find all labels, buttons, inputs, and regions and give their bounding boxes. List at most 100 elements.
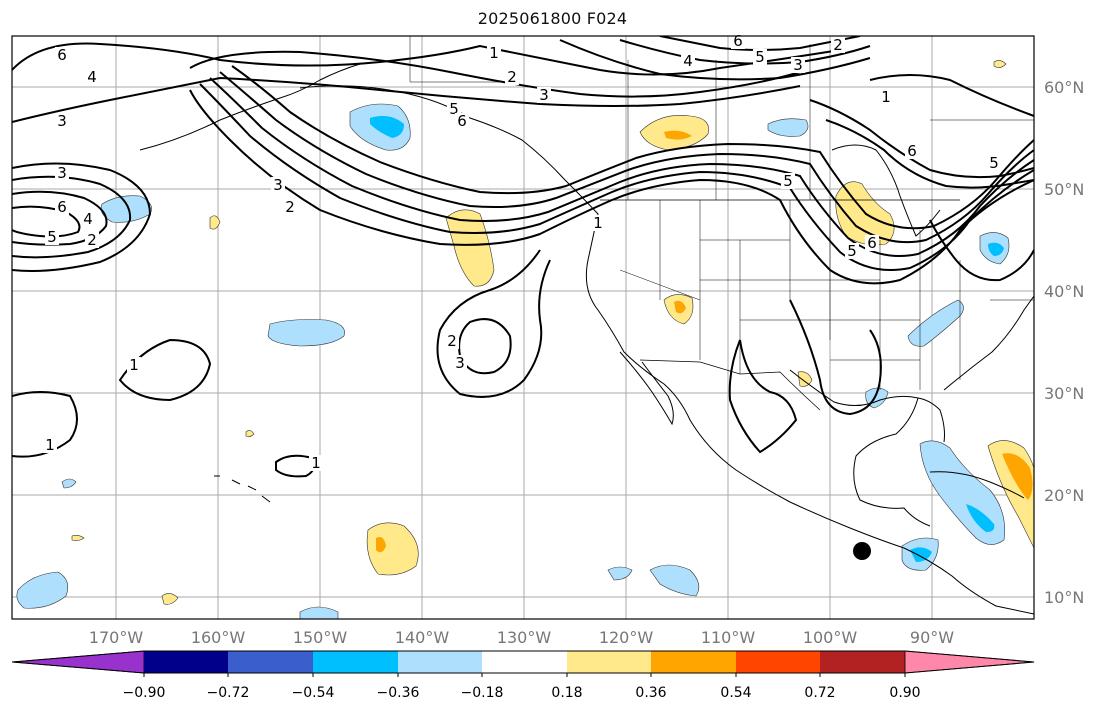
- contour-label-background: [271, 177, 285, 193]
- contour-label: 4: [83, 210, 93, 228]
- longitude-tick-label: 150°W: [293, 628, 348, 647]
- canada-province-boundaries: [409, 36, 1034, 200]
- contour-east-us-loop: [929, 219, 1034, 282]
- contour-label-background: [45, 229, 59, 245]
- contour-far-ne: [869, 74, 1034, 117]
- contour-label-background: [681, 53, 695, 69]
- contour-label: 2: [507, 68, 517, 86]
- anomaly-blob-pos-east-pacific-core: [376, 537, 386, 553]
- contour-northeast-6: [809, 99, 1034, 179]
- contour-label: 2: [87, 231, 97, 249]
- colorbar-tick-label: −0.72: [207, 685, 250, 701]
- colorbar-segment: [482, 651, 567, 673]
- us-mexico-border: [639, 359, 821, 411]
- figure-title: 2025061800 F024: [477, 9, 628, 28]
- latitude-tick-label: 10°N: [1044, 588, 1084, 607]
- colorbar-segment: [228, 651, 313, 673]
- contour-label-background: [55, 165, 69, 181]
- contour-label: 1: [45, 436, 55, 454]
- colorbar: [11, 650, 1035, 674]
- contour-label-background: [455, 113, 469, 129]
- colorbar-segment: [567, 651, 651, 673]
- anomaly-blob-pos-gulf-coast-core: [1002, 453, 1033, 500]
- anomaly-blob-pos-small-e: [71, 535, 85, 541]
- contour-closed-west: [118, 338, 212, 402]
- anomaly-blob-pos-small-a: [209, 215, 221, 230]
- contour-label-background: [791, 57, 805, 73]
- contour-label: 6: [733, 32, 743, 50]
- colorbar-tick-label: 0.54: [720, 685, 751, 701]
- contour-label-background: [731, 33, 745, 49]
- contour-label: 3: [57, 112, 67, 130]
- colorbar-extend-low: [11, 650, 145, 674]
- contour-small-loop: [275, 454, 315, 478]
- contour-cutoff-low-outer: [436, 249, 551, 398]
- contour-label: 5: [847, 242, 857, 260]
- latitude-tick-label: 60°N: [1044, 78, 1084, 97]
- contour-label-background: [987, 155, 1001, 171]
- contour-label: 5: [755, 48, 765, 66]
- longitude-tick-labels: 170°W 160°W 150°W 140°W 130°W 120°W 110°W 100°W…: [89, 628, 954, 647]
- anomaly-blob-neg-mid-pacific: [267, 319, 345, 347]
- contour-layer: [12, 36, 1034, 478]
- lat-lon-gridlines: [12, 36, 1034, 619]
- contour-label-background: [781, 173, 795, 189]
- contour-label: 5: [47, 228, 57, 246]
- contour-label: 5: [449, 100, 459, 118]
- contour-label-background: [85, 69, 99, 85]
- anomaly-blob-neg-bottom: [299, 606, 339, 619]
- contour-east-us: [789, 299, 882, 416]
- anomaly-blob-pos-texas: [797, 371, 813, 387]
- contour-jet-1: [189, 89, 1034, 285]
- contour-label-background: [505, 69, 519, 85]
- colorbar-segment: [651, 651, 736, 673]
- contour-label-background: [865, 235, 879, 251]
- colorbar-segment: [144, 651, 228, 673]
- anomaly-blob-neg-far-southwest: [16, 571, 69, 609]
- contour-label-background: [487, 45, 501, 61]
- coastline-baja: [619, 351, 674, 426]
- contour-label: 6: [457, 112, 467, 130]
- contour-label: 3: [539, 86, 549, 104]
- contour-label: 5: [989, 154, 999, 172]
- anomaly-blob-neg-central-america-core: [910, 547, 932, 562]
- colorbar-extend-high: [904, 650, 1035, 674]
- longitude-tick-label: 140°W: [395, 628, 450, 647]
- contour-label-background: [537, 87, 551, 103]
- contour-label-background: [283, 199, 297, 215]
- coastline-cuba: [929, 471, 1025, 499]
- contour-line-3-north: [12, 76, 801, 123]
- colorbar-segment: [820, 651, 905, 673]
- contour-label-background: [127, 357, 141, 373]
- contour-label: 5: [783, 172, 793, 190]
- colorbar-tick-label: −0.54: [292, 685, 335, 701]
- contour-label: 3: [455, 354, 465, 372]
- contour-label-background: [85, 232, 99, 248]
- contour-west-low-outer: [12, 162, 152, 272]
- coastline-hawaii: [214, 475, 271, 503]
- longitude-tick-label: 120°W: [599, 628, 654, 647]
- colorbar-segment: [313, 651, 398, 673]
- contour-top-4: [559, 39, 871, 81]
- anomaly-blob-neg-small-1: [61, 478, 77, 489]
- contour-label-background: [591, 215, 605, 231]
- colorbar-tick-label: −0.90: [123, 685, 166, 701]
- contour-label-background: [453, 355, 467, 371]
- contour-jet-4: [219, 71, 1034, 244]
- colorbar-tick-labels: −0.90 −0.72 −0.54 −0.36 −0.18 0.18 0.36 0.54 0.7…: [123, 673, 921, 701]
- colorbar-tick-label: 0.90: [889, 685, 920, 701]
- contour-label: 3: [273, 176, 283, 194]
- colorbar-tick-label: −0.36: [377, 685, 420, 701]
- anomaly-blob-neg-west-dateline: [100, 195, 152, 223]
- contour-label-background: [43, 437, 57, 453]
- contour-label-background: [55, 47, 69, 63]
- latitude-tick-label: 30°N: [1044, 384, 1084, 403]
- contour-label: 1: [881, 88, 891, 106]
- longitude-tick-label: 90°W: [910, 628, 954, 647]
- contour-northeast-5: [825, 119, 1034, 189]
- contour-closed-southwest: [12, 391, 78, 458]
- longitude-tick-label: 160°W: [191, 628, 246, 647]
- contour-jet-3: [209, 77, 1034, 257]
- colorbar-tick-label: 0.18: [551, 685, 582, 701]
